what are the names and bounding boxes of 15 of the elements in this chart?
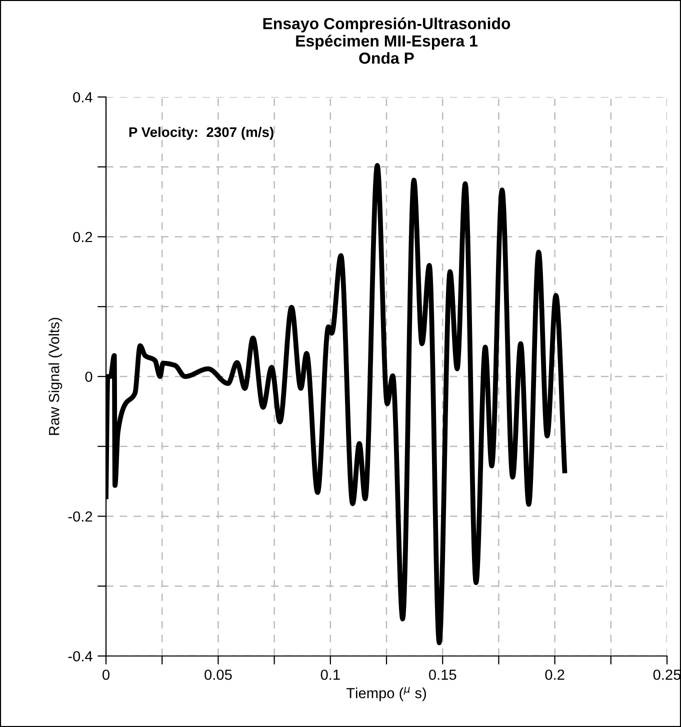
x-tick-label: 0 bbox=[102, 670, 110, 680]
x-tick-label: 0.15 bbox=[428, 670, 456, 680]
x-tick-label: 0.1 bbox=[320, 670, 340, 680]
y-tick-label: 0 bbox=[85, 372, 92, 382]
x-tick-label: 0.25 bbox=[653, 670, 681, 680]
annotation: P Velocity: 2307 (m/s) bbox=[129, 126, 274, 140]
chart-title: Ensayo Compresión-Ultrasonido Espécimen MII-Espera 1 Onda P bbox=[263, 17, 510, 64]
y-axis-title: Raw Signal (Volts) bbox=[48, 318, 62, 435]
x-tick-label: 0.2 bbox=[545, 670, 564, 680]
y-tick-label: -0.2 bbox=[68, 511, 92, 522]
x-tick-label: 0.05 bbox=[204, 670, 232, 680]
x-axis-title: Tiempo ($^{μ}$ s) bbox=[346, 686, 426, 702]
y-tick-label: 0.4 bbox=[73, 92, 92, 102]
y-tick-label: 0.2 bbox=[73, 232, 92, 242]
y-tick-label: -0.4 bbox=[68, 651, 92, 662]
